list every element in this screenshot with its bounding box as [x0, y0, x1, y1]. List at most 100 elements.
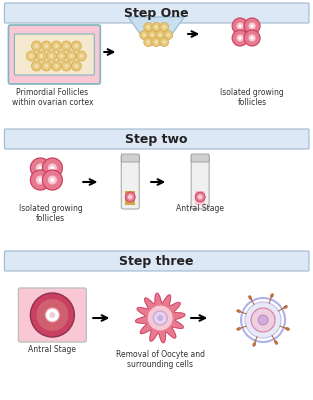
Circle shape	[71, 61, 81, 71]
Circle shape	[66, 51, 76, 61]
Circle shape	[29, 54, 33, 58]
Circle shape	[26, 51, 36, 61]
Circle shape	[41, 41, 51, 51]
Circle shape	[71, 41, 81, 51]
Circle shape	[158, 33, 162, 37]
Circle shape	[142, 33, 146, 37]
Polygon shape	[136, 293, 185, 343]
Circle shape	[244, 18, 260, 34]
Circle shape	[154, 25, 158, 29]
Circle shape	[232, 18, 248, 34]
Circle shape	[148, 30, 157, 40]
Circle shape	[30, 170, 50, 190]
Ellipse shape	[284, 306, 287, 308]
Circle shape	[160, 38, 169, 46]
Circle shape	[69, 54, 73, 58]
Circle shape	[160, 22, 169, 32]
Circle shape	[128, 194, 133, 200]
Circle shape	[147, 305, 173, 331]
Circle shape	[61, 61, 71, 71]
Ellipse shape	[271, 294, 273, 298]
Circle shape	[167, 33, 170, 37]
Text: Step two: Step two	[126, 132, 188, 146]
Circle shape	[49, 54, 54, 58]
Circle shape	[251, 308, 275, 332]
Ellipse shape	[275, 341, 278, 344]
Circle shape	[38, 178, 42, 182]
Circle shape	[239, 36, 242, 40]
FancyBboxPatch shape	[195, 191, 205, 205]
Circle shape	[251, 24, 254, 28]
Circle shape	[125, 192, 135, 202]
Text: Step One: Step One	[124, 6, 189, 20]
Circle shape	[251, 36, 254, 40]
Circle shape	[54, 44, 58, 48]
Circle shape	[31, 61, 41, 71]
FancyBboxPatch shape	[143, 15, 149, 27]
Circle shape	[47, 163, 57, 173]
Text: Isolated growing
follicles: Isolated growing follicles	[220, 88, 284, 107]
FancyBboxPatch shape	[191, 154, 209, 162]
Circle shape	[248, 22, 256, 30]
Ellipse shape	[253, 342, 255, 346]
Circle shape	[51, 41, 61, 51]
Ellipse shape	[237, 310, 241, 312]
Circle shape	[198, 194, 203, 200]
Circle shape	[144, 38, 153, 46]
Circle shape	[151, 33, 154, 37]
FancyBboxPatch shape	[18, 288, 86, 342]
Circle shape	[154, 40, 158, 44]
Circle shape	[258, 315, 268, 325]
Circle shape	[54, 64, 58, 68]
Circle shape	[35, 175, 45, 185]
Circle shape	[153, 311, 167, 325]
Circle shape	[30, 158, 50, 178]
Text: Antral Stage: Antral Stage	[176, 204, 224, 213]
Circle shape	[245, 302, 281, 338]
Circle shape	[31, 41, 41, 51]
Circle shape	[164, 30, 173, 40]
Circle shape	[47, 175, 57, 185]
Circle shape	[74, 64, 78, 68]
Circle shape	[146, 40, 150, 44]
Circle shape	[152, 38, 161, 46]
Circle shape	[244, 30, 260, 46]
Polygon shape	[128, 17, 184, 45]
FancyBboxPatch shape	[14, 34, 94, 75]
Circle shape	[140, 30, 149, 40]
Circle shape	[152, 22, 161, 32]
Circle shape	[162, 25, 166, 29]
Circle shape	[36, 299, 68, 331]
Circle shape	[236, 34, 244, 42]
Circle shape	[56, 51, 66, 61]
Circle shape	[76, 51, 86, 61]
Circle shape	[61, 41, 71, 51]
Circle shape	[64, 44, 68, 48]
Circle shape	[30, 293, 74, 337]
Circle shape	[146, 25, 150, 29]
FancyBboxPatch shape	[121, 154, 139, 162]
Text: Step three: Step three	[120, 254, 194, 268]
Circle shape	[74, 44, 78, 48]
FancyArrowPatch shape	[168, 29, 169, 31]
Circle shape	[64, 64, 68, 68]
Circle shape	[44, 64, 49, 68]
FancyArrowPatch shape	[144, 29, 145, 31]
FancyBboxPatch shape	[163, 15, 169, 27]
Ellipse shape	[285, 328, 290, 330]
Circle shape	[41, 61, 51, 71]
Circle shape	[162, 40, 166, 44]
Circle shape	[44, 44, 49, 48]
FancyBboxPatch shape	[4, 3, 309, 23]
FancyBboxPatch shape	[8, 25, 100, 84]
Circle shape	[157, 315, 163, 321]
Circle shape	[144, 22, 153, 32]
Ellipse shape	[249, 296, 252, 299]
Circle shape	[34, 44, 38, 48]
Circle shape	[195, 192, 205, 202]
Circle shape	[79, 54, 83, 58]
Circle shape	[34, 64, 38, 68]
Circle shape	[38, 166, 42, 170]
Circle shape	[36, 51, 46, 61]
FancyBboxPatch shape	[191, 155, 209, 209]
